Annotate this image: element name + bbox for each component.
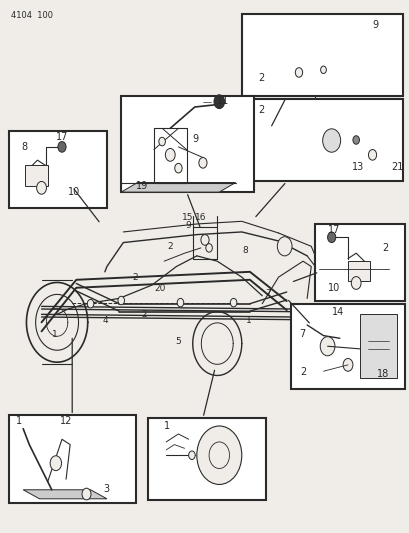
Bar bbox=[25, 165, 47, 185]
Bar bbox=[121, 96, 254, 192]
Text: 8: 8 bbox=[21, 142, 27, 151]
Text: 2: 2 bbox=[299, 367, 305, 377]
Circle shape bbox=[188, 451, 195, 459]
Circle shape bbox=[200, 235, 209, 245]
Text: 1: 1 bbox=[16, 416, 22, 426]
Bar bbox=[241, 99, 402, 181]
Circle shape bbox=[319, 337, 334, 356]
Circle shape bbox=[158, 138, 165, 146]
Text: 8: 8 bbox=[242, 246, 247, 255]
Bar bbox=[347, 261, 370, 281]
Circle shape bbox=[209, 442, 229, 469]
Text: 14: 14 bbox=[331, 308, 343, 318]
Circle shape bbox=[50, 456, 61, 471]
Circle shape bbox=[118, 296, 124, 305]
Circle shape bbox=[230, 298, 236, 307]
Text: 5: 5 bbox=[175, 337, 181, 346]
Text: 3: 3 bbox=[103, 484, 109, 495]
Text: 2: 2 bbox=[258, 106, 264, 116]
Circle shape bbox=[165, 149, 175, 161]
Bar bbox=[241, 14, 402, 96]
Bar bbox=[360, 314, 396, 378]
Text: 2: 2 bbox=[382, 243, 388, 253]
Text: 2: 2 bbox=[258, 74, 264, 84]
Circle shape bbox=[198, 158, 207, 168]
Circle shape bbox=[342, 359, 352, 371]
Circle shape bbox=[205, 244, 212, 252]
Text: 12: 12 bbox=[60, 416, 72, 426]
Circle shape bbox=[213, 95, 224, 109]
Bar bbox=[147, 418, 265, 500]
Text: 17: 17 bbox=[327, 225, 339, 235]
Circle shape bbox=[294, 68, 302, 77]
Text: 9: 9 bbox=[192, 134, 198, 143]
Circle shape bbox=[36, 181, 46, 194]
Text: 16: 16 bbox=[195, 213, 206, 222]
Text: 18: 18 bbox=[376, 369, 388, 379]
Text: 1: 1 bbox=[246, 316, 252, 325]
Circle shape bbox=[196, 426, 241, 484]
Circle shape bbox=[322, 129, 340, 152]
Text: 2: 2 bbox=[141, 310, 146, 319]
Text: 7: 7 bbox=[265, 288, 270, 297]
Text: 13: 13 bbox=[351, 161, 364, 172]
Bar bbox=[315, 224, 404, 301]
Bar bbox=[9, 415, 135, 503]
Text: 17: 17 bbox=[56, 132, 68, 142]
Circle shape bbox=[276, 237, 291, 256]
Text: 2: 2 bbox=[167, 243, 173, 252]
Text: 1: 1 bbox=[52, 330, 58, 339]
Polygon shape bbox=[121, 182, 235, 192]
Text: 9: 9 bbox=[184, 221, 190, 230]
Circle shape bbox=[352, 136, 359, 144]
Text: 20: 20 bbox=[154, 284, 165, 293]
Circle shape bbox=[351, 277, 360, 289]
Circle shape bbox=[82, 488, 91, 500]
Text: 1: 1 bbox=[164, 421, 170, 431]
Text: 11: 11 bbox=[217, 96, 229, 107]
Text: 2: 2 bbox=[133, 273, 138, 281]
Bar bbox=[290, 304, 404, 389]
Circle shape bbox=[177, 298, 183, 307]
Circle shape bbox=[368, 150, 376, 160]
Text: 9: 9 bbox=[372, 20, 378, 30]
Text: 10: 10 bbox=[68, 187, 80, 197]
Circle shape bbox=[327, 232, 335, 243]
Polygon shape bbox=[23, 490, 107, 499]
Circle shape bbox=[58, 142, 66, 152]
Text: 19: 19 bbox=[135, 181, 147, 191]
Circle shape bbox=[87, 300, 94, 308]
Text: 4104  100: 4104 100 bbox=[11, 11, 53, 20]
Bar bbox=[9, 131, 107, 208]
Text: 4: 4 bbox=[102, 316, 108, 325]
Text: 15: 15 bbox=[181, 213, 193, 222]
Text: 21: 21 bbox=[390, 161, 402, 172]
Circle shape bbox=[174, 164, 182, 173]
Text: 10: 10 bbox=[327, 284, 339, 294]
Circle shape bbox=[320, 66, 326, 74]
Text: 7: 7 bbox=[298, 329, 304, 338]
